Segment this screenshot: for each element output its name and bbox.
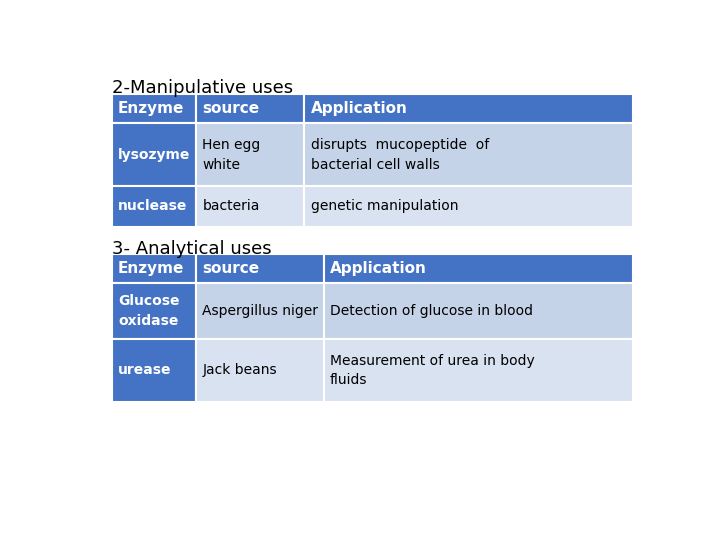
Bar <box>324 284 632 339</box>
Text: Enzyme: Enzyme <box>118 101 184 116</box>
Bar <box>305 123 632 186</box>
Bar <box>196 284 324 339</box>
Text: nuclease: nuclease <box>118 199 187 213</box>
Text: 3- Analytical uses: 3- Analytical uses <box>112 240 271 258</box>
Text: Detection of glucose in blood: Detection of glucose in blood <box>330 304 533 318</box>
Text: source: source <box>202 101 259 116</box>
Text: Glucose
oxidase: Glucose oxidase <box>118 294 179 328</box>
Bar <box>112 339 196 402</box>
Bar <box>305 94 632 123</box>
Text: Jack beans: Jack beans <box>202 363 277 377</box>
Bar <box>324 339 632 402</box>
Bar <box>196 94 305 123</box>
Text: lysozyme: lysozyme <box>118 148 190 162</box>
Text: urease: urease <box>118 363 171 377</box>
Text: Enzyme: Enzyme <box>118 261 184 276</box>
Text: bacteria: bacteria <box>202 199 260 213</box>
Bar <box>324 254 632 284</box>
Bar <box>112 186 196 226</box>
Text: Measurement of urea in body
fluids: Measurement of urea in body fluids <box>330 354 535 387</box>
Bar <box>305 186 632 226</box>
Text: Application: Application <box>310 101 408 116</box>
Bar <box>112 254 196 284</box>
Bar <box>196 186 305 226</box>
Bar <box>112 94 196 123</box>
Text: Hen egg
white: Hen egg white <box>202 138 261 172</box>
Text: Application: Application <box>330 261 427 276</box>
Text: source: source <box>202 261 259 276</box>
Bar <box>196 123 305 186</box>
Text: 2-Manipulative uses: 2-Manipulative uses <box>112 79 293 97</box>
Text: disrupts  mucopeptide  of
bacterial cell walls: disrupts mucopeptide of bacterial cell w… <box>310 138 489 172</box>
Text: genetic manipulation: genetic manipulation <box>310 199 458 213</box>
Text: Aspergillus niger: Aspergillus niger <box>202 304 318 318</box>
Bar <box>196 339 324 402</box>
Bar <box>196 254 324 284</box>
Bar <box>112 284 196 339</box>
Bar <box>112 123 196 186</box>
